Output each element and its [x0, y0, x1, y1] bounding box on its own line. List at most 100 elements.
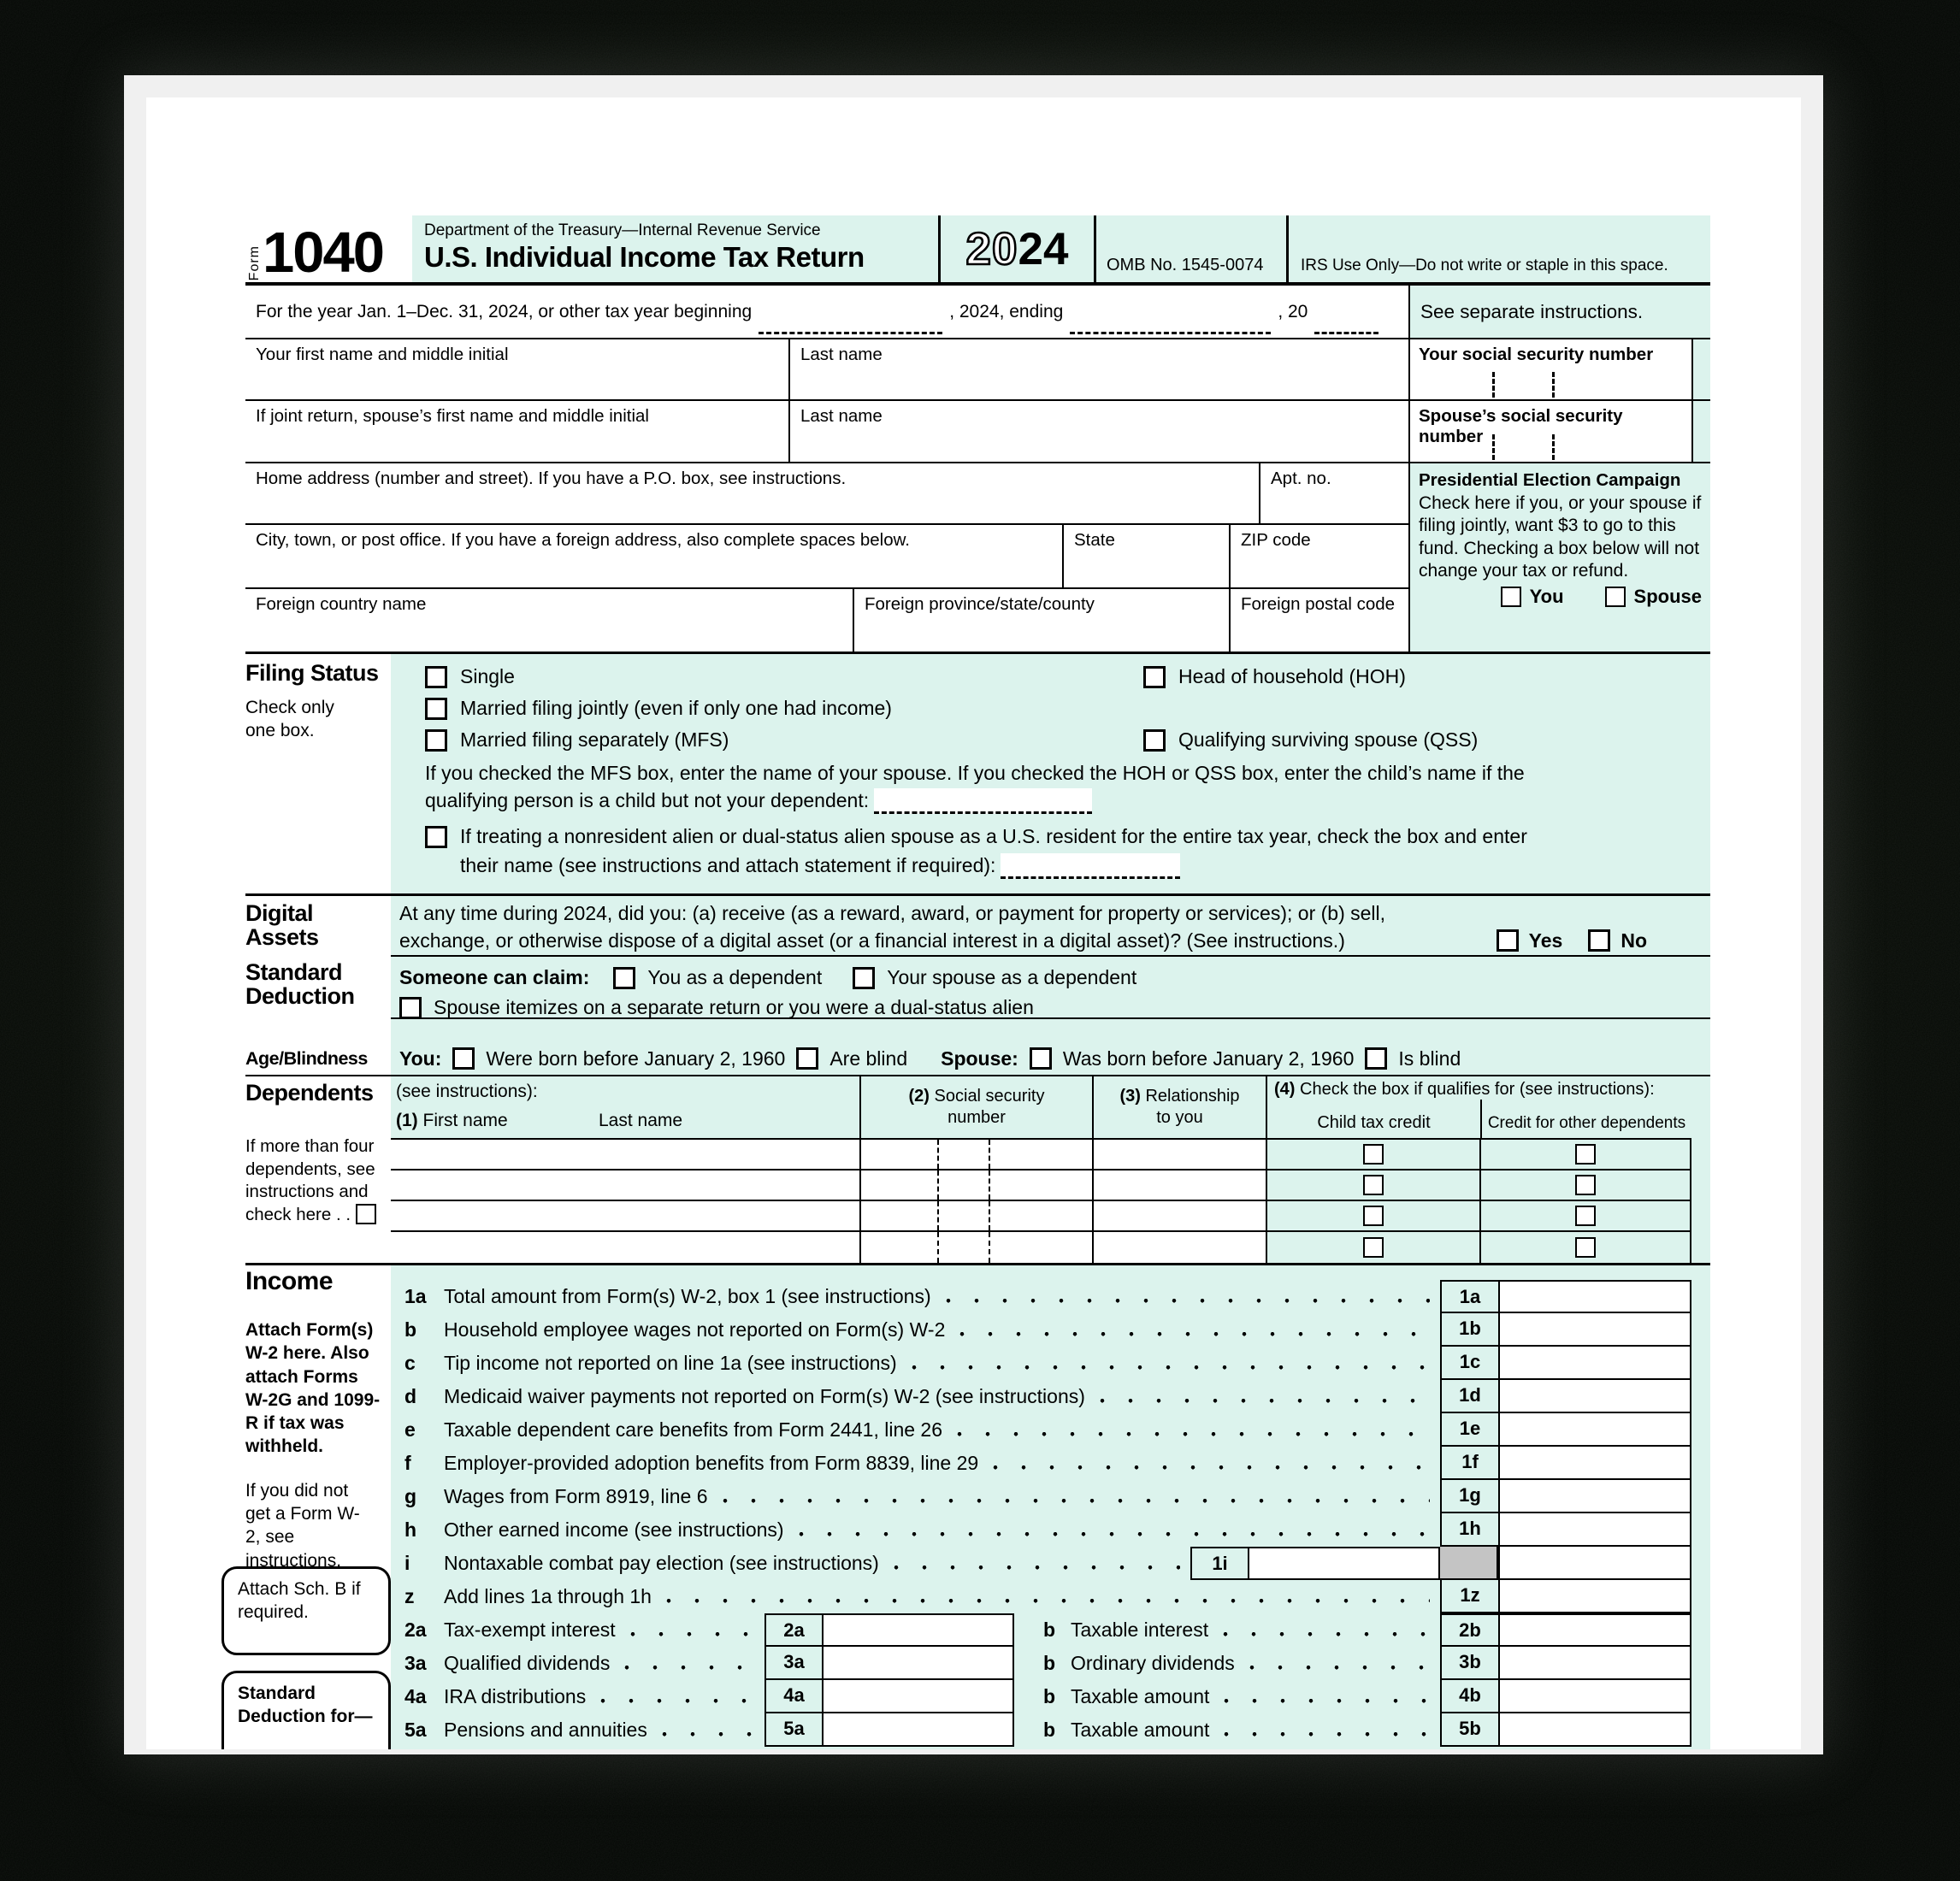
- dependent-name-cell[interactable]: [391, 1170, 859, 1200]
- dependent-ssn-cell[interactable]: [859, 1201, 1092, 1230]
- dependent-ssn-cell[interactable]: [859, 1140, 1092, 1169]
- state-field[interactable]: State: [1062, 525, 1229, 587]
- dependents-table: (see instructions): (1) First name Last …: [391, 1076, 1691, 1263]
- amount-entry-field[interactable]: [1498, 1580, 1691, 1613]
- amount-entry-field[interactable]: [1498, 1280, 1691, 1313]
- combat-pay-entry-field[interactable]: [1248, 1547, 1440, 1580]
- combat-pay-box-label: 1i: [1190, 1547, 1248, 1580]
- amount-entry-field[interactable]: [1498, 1513, 1691, 1547]
- year-beginning-field[interactable]: [759, 303, 943, 334]
- income-line: e Taxable dependent care benefits from F…: [391, 1413, 1710, 1447]
- left-box-label: 4a: [765, 1680, 822, 1713]
- more-dependents-checkbox[interactable]: [355, 1203, 376, 1224]
- amount-entry-field[interactable]: [1498, 1680, 1691, 1713]
- name-row: Your first name and middle initial Last …: [245, 339, 1710, 401]
- dependent-name-cell[interactable]: [391, 1140, 859, 1169]
- left-entry-field[interactable]: [822, 1713, 1014, 1747]
- digital-yes-checkbox[interactable]: [1496, 929, 1519, 952]
- foreign-country-field[interactable]: Foreign country name: [256, 594, 427, 614]
- spouse-blind-checkbox[interactable]: [1365, 1047, 1388, 1070]
- amount-box-label: 1h: [1440, 1513, 1498, 1547]
- zip-field[interactable]: ZIP code: [1229, 525, 1408, 587]
- amount-entry-field[interactable]: [1498, 1347, 1691, 1380]
- cod-checkbox[interactable]: [1575, 1144, 1596, 1165]
- campaign-spouse-checkbox[interactable]: [1604, 587, 1626, 607]
- dependent-relationship-cell[interactable]: [1092, 1201, 1266, 1230]
- left-entry-field[interactable]: [822, 1680, 1014, 1713]
- dependent-ssn-cell[interactable]: [859, 1232, 1092, 1263]
- spouse-born-checkbox[interactable]: [1029, 1047, 1052, 1070]
- amount-entry-field[interactable]: [1498, 1413, 1691, 1447]
- form-number: 1040: [263, 221, 385, 286]
- city-field[interactable]: City, town, or post office. If you have …: [256, 530, 910, 550]
- dependent-ssn-cell[interactable]: [859, 1170, 1092, 1200]
- amount-entry-field[interactable]: [1498, 1480, 1691, 1513]
- dependents-heading: Dependents: [245, 1080, 374, 1106]
- income-line-1i: i Nontaxable combat pay election (see in…: [391, 1547, 1710, 1580]
- ctc-checkbox[interactable]: [1363, 1144, 1384, 1165]
- left-entry-field[interactable]: [822, 1647, 1014, 1680]
- hoh-checkbox[interactable]: [1143, 665, 1166, 688]
- amount-entry-field[interactable]: [1498, 1613, 1691, 1647]
- campaign-you-checkbox[interactable]: [1500, 587, 1521, 607]
- you-blind-checkbox[interactable]: [796, 1047, 819, 1070]
- cod-checkbox[interactable]: [1575, 1237, 1596, 1258]
- dept-line: Department of the Treasury—Internal Reve…: [424, 221, 821, 239]
- apt-no-field[interactable]: Apt. no.: [1259, 463, 1408, 523]
- line-label: Nontaxable combat pay election (see inst…: [444, 1552, 879, 1574]
- you-dependent-checkbox[interactable]: [613, 966, 636, 989]
- amount-entry-field[interactable]: [1498, 1547, 1691, 1580]
- spouse-dependent-checkbox[interactable]: [853, 966, 876, 989]
- nra-line2: their name (see instructions and attach …: [460, 853, 996, 876]
- dependent-relationship-cell[interactable]: [1092, 1170, 1266, 1200]
- cod-checkbox[interactable]: [1575, 1175, 1596, 1195]
- spouse-first-name-field[interactable]: If joint return, spouse’s first name and…: [256, 406, 649, 426]
- last-name-field[interactable]: Last name: [788, 339, 1408, 399]
- ctc-checkbox[interactable]: [1363, 1237, 1384, 1258]
- nra-checkbox[interactable]: [425, 826, 447, 849]
- sub-line-letter: b: [1043, 1652, 1056, 1674]
- dot-leader: [1223, 1713, 1430, 1747]
- qss-checkbox[interactable]: [1143, 728, 1166, 752]
- left-entry-field[interactable]: [822, 1613, 1014, 1647]
- ctc-checkbox[interactable]: [1363, 1206, 1384, 1226]
- your-ssn-cell[interactable]: Your social security number: [1408, 339, 1710, 399]
- mfj-checkbox[interactable]: [425, 697, 447, 720]
- mfs-spouse-name-field[interactable]: [874, 788, 1093, 815]
- amount-entry-field[interactable]: [1498, 1713, 1691, 1747]
- spouse-last-name-field[interactable]: Last name: [788, 401, 1408, 462]
- year-yy-field[interactable]: [1314, 303, 1379, 334]
- first-name-field[interactable]: Your first name and middle initial: [256, 345, 509, 364]
- digital-no-checkbox[interactable]: [1588, 929, 1611, 952]
- child-tax-credit-header: Child tax credit: [1317, 1113, 1431, 1132]
- single-checkbox[interactable]: [425, 665, 447, 688]
- income-pair-line: 5a Pensions and annuities 5a b Taxable a…: [391, 1713, 1710, 1747]
- ctc-checkbox[interactable]: [1363, 1175, 1384, 1195]
- col3-label-1: Relationship: [1145, 1087, 1240, 1106]
- dependent-relationship-cell[interactable]: [1092, 1232, 1266, 1263]
- dependent-relationship-cell[interactable]: [1092, 1140, 1266, 1169]
- amount-entry-field[interactable]: [1498, 1380, 1691, 1413]
- spouse-ssn-cell[interactable]: Spouse’s social security number: [1408, 401, 1710, 462]
- mfs-note-line2: qualifying person is a child but not you…: [425, 789, 870, 812]
- nra-name-field[interactable]: [1001, 852, 1181, 879]
- line-label: Tax-exempt interest: [444, 1619, 616, 1641]
- foreign-postal-field[interactable]: Foreign postal code: [1229, 589, 1408, 652]
- amount-entry-field[interactable]: [1498, 1647, 1691, 1680]
- year-ending-field[interactable]: [1070, 303, 1272, 334]
- campaign-spouse-label: Spouse: [1633, 586, 1702, 607]
- foreign-province-field[interactable]: Foreign province/state/county: [853, 589, 1229, 652]
- dependents-section: Dependents If more than four dependents,…: [245, 1076, 1710, 1263]
- mfs-checkbox[interactable]: [425, 728, 447, 752]
- you-born-checkbox[interactable]: [452, 1047, 475, 1070]
- spouse-itemizes-checkbox[interactable]: [399, 996, 422, 1019]
- dependent-name-cell[interactable]: [391, 1232, 859, 1263]
- cod-checkbox[interactable]: [1575, 1206, 1596, 1226]
- amount-entry-field[interactable]: [1498, 1313, 1691, 1347]
- home-address-field[interactable]: Home address (number and street). If you…: [256, 469, 847, 488]
- amount-entry-field[interactable]: [1498, 1447, 1691, 1480]
- left-box-label: 3a: [765, 1647, 822, 1680]
- dependent-name-cell[interactable]: [391, 1201, 859, 1230]
- col4-num: (4): [1274, 1080, 1296, 1099]
- dot-leader: [1098, 1380, 1430, 1413]
